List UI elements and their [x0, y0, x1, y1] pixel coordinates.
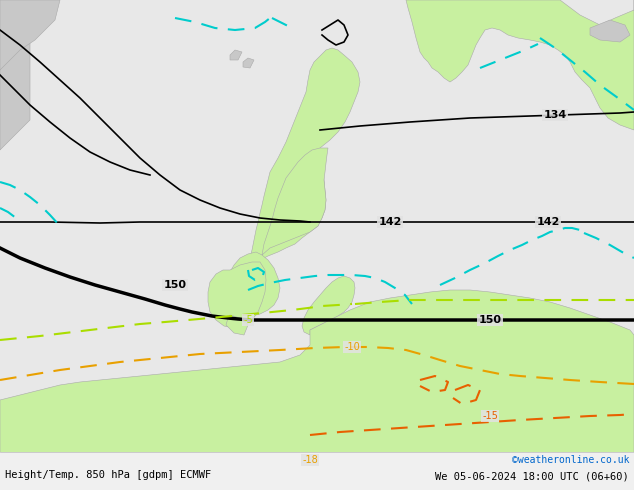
Polygon shape — [243, 58, 254, 68]
Text: 150: 150 — [164, 280, 186, 290]
Polygon shape — [250, 48, 360, 260]
Polygon shape — [590, 20, 630, 42]
Polygon shape — [302, 276, 355, 335]
Polygon shape — [0, 0, 30, 150]
Text: ©weatheronline.co.uk: ©weatheronline.co.uk — [512, 455, 629, 466]
Polygon shape — [0, 290, 634, 490]
Text: 134: 134 — [543, 110, 567, 120]
Polygon shape — [208, 262, 266, 328]
Text: -15: -15 — [482, 411, 498, 421]
Text: -18: -18 — [302, 455, 318, 465]
Bar — [0, 452, 634, 490]
Text: 150: 150 — [479, 315, 501, 325]
Polygon shape — [226, 252, 280, 316]
Polygon shape — [230, 50, 242, 60]
Text: Height/Temp. 850 hPa [gdpm] ECMWF: Height/Temp. 850 hPa [gdpm] ECMWF — [5, 470, 211, 480]
Text: We 05-06-2024 18:00 UTC (06+60): We 05-06-2024 18:00 UTC (06+60) — [436, 472, 629, 482]
Text: -5: -5 — [243, 315, 253, 325]
Text: 142: 142 — [378, 217, 402, 227]
Polygon shape — [0, 0, 60, 70]
Text: -10: -10 — [344, 342, 360, 352]
Polygon shape — [406, 0, 634, 130]
Text: 142: 142 — [536, 217, 560, 227]
Polygon shape — [262, 148, 328, 255]
Polygon shape — [226, 315, 248, 335]
